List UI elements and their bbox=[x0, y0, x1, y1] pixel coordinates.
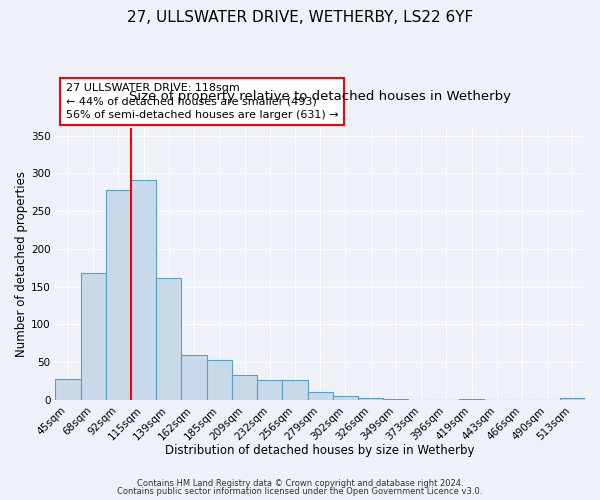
Bar bbox=[283, 380, 308, 400]
Bar bbox=[207, 360, 232, 400]
Bar bbox=[459, 399, 484, 400]
Bar bbox=[358, 398, 383, 400]
Text: 27 ULLSWATER DRIVE: 118sqm
← 44% of detached houses are smaller (493)
56% of sem: 27 ULLSWATER DRIVE: 118sqm ← 44% of deta… bbox=[66, 84, 338, 120]
Bar bbox=[106, 190, 131, 400]
Bar bbox=[156, 278, 181, 400]
Bar bbox=[383, 399, 409, 400]
Bar bbox=[333, 396, 358, 400]
Bar bbox=[55, 379, 80, 400]
Title: Size of property relative to detached houses in Wetherby: Size of property relative to detached ho… bbox=[129, 90, 511, 103]
Bar bbox=[181, 356, 207, 400]
Y-axis label: Number of detached properties: Number of detached properties bbox=[15, 171, 28, 357]
Text: Contains public sector information licensed under the Open Government Licence v3: Contains public sector information licen… bbox=[118, 487, 482, 496]
Bar bbox=[308, 392, 333, 400]
Bar bbox=[232, 375, 257, 400]
Bar bbox=[131, 180, 156, 400]
Text: Contains HM Land Registry data © Crown copyright and database right 2024.: Contains HM Land Registry data © Crown c… bbox=[137, 478, 463, 488]
Bar bbox=[560, 398, 585, 400]
Bar bbox=[80, 273, 106, 400]
Text: 27, ULLSWATER DRIVE, WETHERBY, LS22 6YF: 27, ULLSWATER DRIVE, WETHERBY, LS22 6YF bbox=[127, 10, 473, 25]
Bar bbox=[257, 380, 283, 400]
X-axis label: Distribution of detached houses by size in Wetherby: Distribution of detached houses by size … bbox=[166, 444, 475, 458]
